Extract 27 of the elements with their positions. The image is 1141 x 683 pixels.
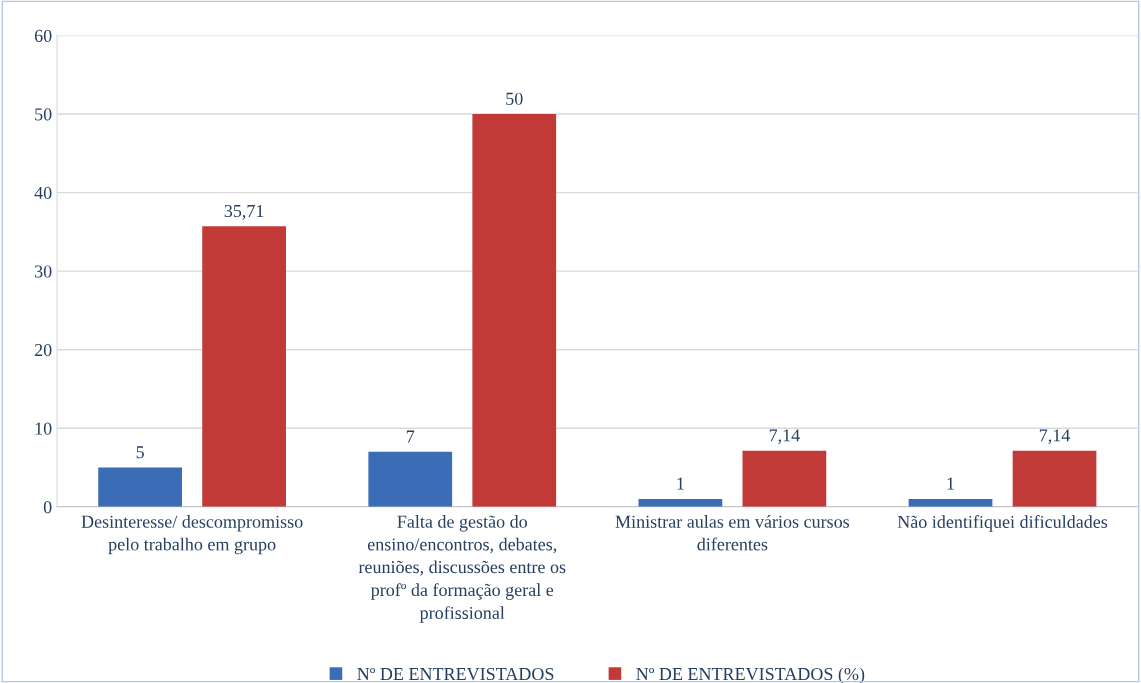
data-label: 1	[947, 477, 954, 490]
x-tick-label: Ministrar aulas em vários cursos diferentes	[615, 515, 850, 551]
data-label: 7	[406, 430, 415, 443]
y-tick-label: 60	[34, 29, 52, 42]
data-label: 5	[136, 446, 144, 459]
x-tick-label: Desinteresse/ descompromisso pelo trabalho em grupo	[81, 515, 303, 555]
bar	[98, 467, 182, 507]
y-tick-label: 30	[35, 265, 52, 278]
y-tick-label: 0	[43, 501, 52, 514]
data-label: 35,71	[224, 204, 264, 220]
y-tick-label: 20	[34, 343, 52, 357]
y-tick-label: 40	[34, 186, 52, 200]
x-tick-label: Falta de gestão do ensino/encontros, debates, reuniões, discussões entre os profº da formação geral e profissional	[358, 515, 566, 623]
data-label: 7,14	[1039, 429, 1071, 445]
data-label: 1	[677, 477, 684, 490]
x-tick-label: Não identifiquei dificuldades	[897, 515, 1108, 532]
y-tick-label: 10	[35, 422, 52, 435]
data-label: 7,14	[769, 429, 800, 445]
bar	[202, 226, 286, 507]
y-tick-label: 50	[35, 108, 52, 121]
bar	[368, 451, 453, 507]
bar	[472, 114, 557, 507]
bar	[742, 450, 827, 507]
bar	[1012, 450, 1097, 507]
legend-label: Nº DE ENTREVISTADOS (%)	[636, 667, 865, 683]
data-label: 50	[506, 92, 523, 105]
legend-label: Nº DE ENTREVISTADOS	[357, 667, 554, 681]
